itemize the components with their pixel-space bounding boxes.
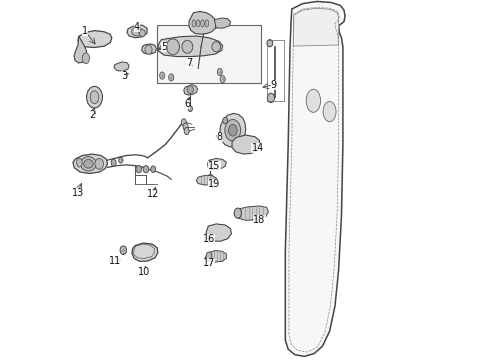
- Ellipse shape: [145, 45, 152, 54]
- Polygon shape: [73, 154, 107, 174]
- Polygon shape: [293, 8, 339, 46]
- Ellipse shape: [143, 166, 149, 173]
- Ellipse shape: [90, 91, 99, 104]
- Polygon shape: [78, 31, 112, 48]
- Text: 18: 18: [253, 215, 266, 225]
- Text: 16: 16: [203, 234, 215, 244]
- Text: 19: 19: [208, 179, 220, 189]
- Ellipse shape: [205, 20, 209, 27]
- Text: 1: 1: [82, 26, 88, 36]
- Ellipse shape: [120, 246, 126, 255]
- Text: 8: 8: [217, 132, 223, 142]
- Text: 4: 4: [134, 22, 140, 32]
- Text: 12: 12: [147, 189, 159, 199]
- Ellipse shape: [169, 74, 174, 81]
- Ellipse shape: [220, 76, 225, 83]
- Ellipse shape: [212, 42, 220, 52]
- Text: 14: 14: [251, 143, 264, 153]
- Text: 7: 7: [186, 58, 193, 68]
- Ellipse shape: [306, 89, 320, 112]
- Polygon shape: [114, 62, 129, 71]
- Polygon shape: [74, 36, 87, 63]
- Ellipse shape: [76, 158, 82, 167]
- Text: 10: 10: [138, 267, 150, 277]
- Polygon shape: [158, 36, 222, 57]
- Text: 5: 5: [161, 42, 167, 52]
- Bar: [157, 25, 261, 83]
- Ellipse shape: [82, 53, 90, 64]
- Ellipse shape: [184, 127, 189, 135]
- Polygon shape: [184, 85, 197, 95]
- Ellipse shape: [206, 252, 212, 261]
- Text: 3: 3: [122, 71, 127, 81]
- Ellipse shape: [87, 86, 102, 108]
- Ellipse shape: [196, 20, 200, 27]
- Text: 11: 11: [109, 256, 122, 266]
- Ellipse shape: [182, 40, 193, 53]
- Ellipse shape: [160, 72, 165, 79]
- Ellipse shape: [111, 159, 116, 166]
- Ellipse shape: [183, 123, 188, 130]
- Ellipse shape: [225, 120, 241, 141]
- Ellipse shape: [119, 157, 123, 163]
- Polygon shape: [232, 135, 260, 154]
- Polygon shape: [208, 158, 226, 170]
- Ellipse shape: [167, 39, 179, 55]
- Text: 6: 6: [184, 99, 191, 109]
- Ellipse shape: [132, 27, 143, 36]
- Ellipse shape: [187, 86, 194, 94]
- Ellipse shape: [84, 159, 93, 168]
- Text: 17: 17: [203, 258, 215, 268]
- Ellipse shape: [222, 117, 228, 124]
- Text: 2: 2: [89, 110, 95, 120]
- Ellipse shape: [217, 68, 222, 76]
- Ellipse shape: [268, 93, 274, 103]
- Ellipse shape: [267, 40, 273, 47]
- Ellipse shape: [181, 119, 186, 126]
- Polygon shape: [285, 1, 345, 356]
- Ellipse shape: [208, 174, 213, 180]
- Polygon shape: [196, 175, 216, 185]
- Polygon shape: [189, 12, 216, 34]
- Ellipse shape: [228, 125, 237, 136]
- Ellipse shape: [151, 166, 156, 172]
- Polygon shape: [220, 113, 245, 147]
- Polygon shape: [205, 251, 226, 262]
- Polygon shape: [127, 25, 147, 38]
- Polygon shape: [132, 243, 158, 261]
- Ellipse shape: [323, 102, 336, 122]
- Ellipse shape: [208, 161, 213, 167]
- Ellipse shape: [140, 30, 145, 37]
- Polygon shape: [142, 44, 156, 54]
- Polygon shape: [206, 224, 231, 241]
- Ellipse shape: [95, 158, 103, 169]
- Ellipse shape: [192, 20, 196, 27]
- Text: 13: 13: [72, 188, 84, 198]
- Ellipse shape: [201, 20, 204, 27]
- Ellipse shape: [188, 106, 193, 112]
- Text: 9: 9: [271, 80, 277, 90]
- Ellipse shape: [136, 166, 142, 173]
- Text: 15: 15: [208, 161, 220, 171]
- Ellipse shape: [80, 157, 97, 171]
- Polygon shape: [234, 206, 269, 220]
- Polygon shape: [215, 18, 231, 28]
- Ellipse shape: [234, 208, 242, 218]
